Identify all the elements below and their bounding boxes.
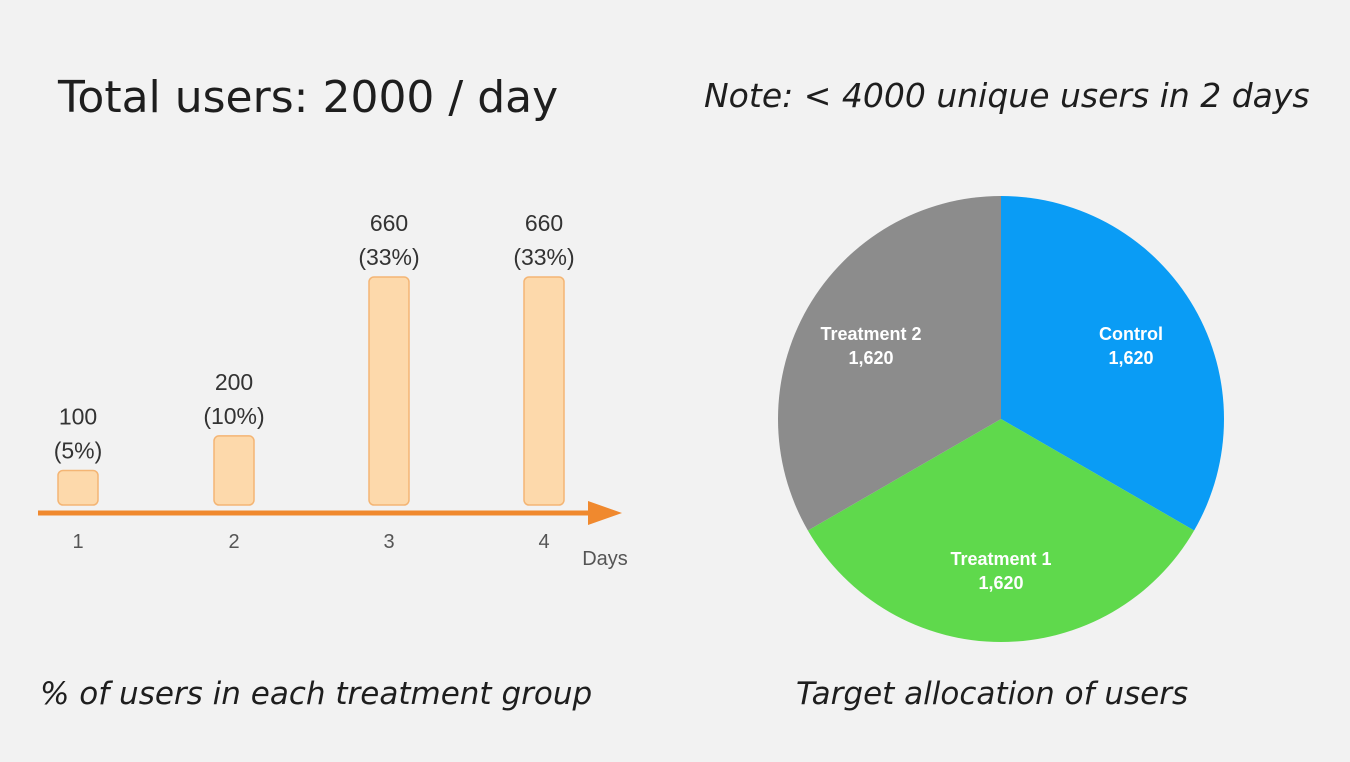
pie-slice-name-label: Control [1099, 324, 1163, 344]
pie-slice-control [1001, 196, 1224, 531]
x-tick-label: 4 [538, 531, 549, 553]
bar-count-label: 200 [215, 369, 253, 395]
bar-count-label: 660 [525, 210, 563, 236]
bar-day-1 [57, 469, 99, 506]
bar-percent-label: (33%) [513, 244, 574, 270]
pie-slice-treatment-2 [778, 196, 1001, 531]
pie-slice-value-label: 1,620 [978, 573, 1023, 593]
bar-percent-label: (10%) [203, 403, 264, 429]
bar-count-label: 100 [59, 403, 97, 429]
bar-day-3 [368, 276, 410, 506]
pie-slice-value-label: 1,620 [848, 348, 893, 368]
pie-slice-name-label: Treatment 2 [820, 324, 921, 344]
bar-percent-label: (5%) [54, 437, 103, 463]
pie-slice-name-label: Treatment 1 [950, 549, 1051, 569]
pie-slice-value-label: 1,620 [1108, 348, 1153, 368]
bar-chart-caption: % of users in each treatment group [40, 676, 593, 712]
x-tick-label: 2 [228, 531, 239, 553]
pie-chart-caption: Target allocation of users [796, 676, 1189, 712]
note-text: Note: < 4000 unique users in 2 days [704, 76, 1310, 115]
bar-percent-label: (33%) [358, 244, 419, 270]
x-tick-label: 3 [383, 531, 394, 553]
page-title: Total users: 2000 / day [58, 72, 559, 123]
bar-day-2 [213, 435, 255, 506]
x-tick-label: 1 [72, 531, 83, 553]
x-axis-arrowhead [588, 501, 622, 525]
bar-count-label: 660 [370, 210, 408, 236]
bar-chart: 100 (5%) 1 200 (10%) 2 660 (33%) 3 660 (33%) 4 Days [38, 210, 628, 570]
bar-day-4 [523, 276, 565, 506]
x-axis-label: Days [582, 548, 628, 570]
pie-chart: Control 1,620 Treatment 1 1,620 Treatment 2 1… [778, 196, 1224, 642]
